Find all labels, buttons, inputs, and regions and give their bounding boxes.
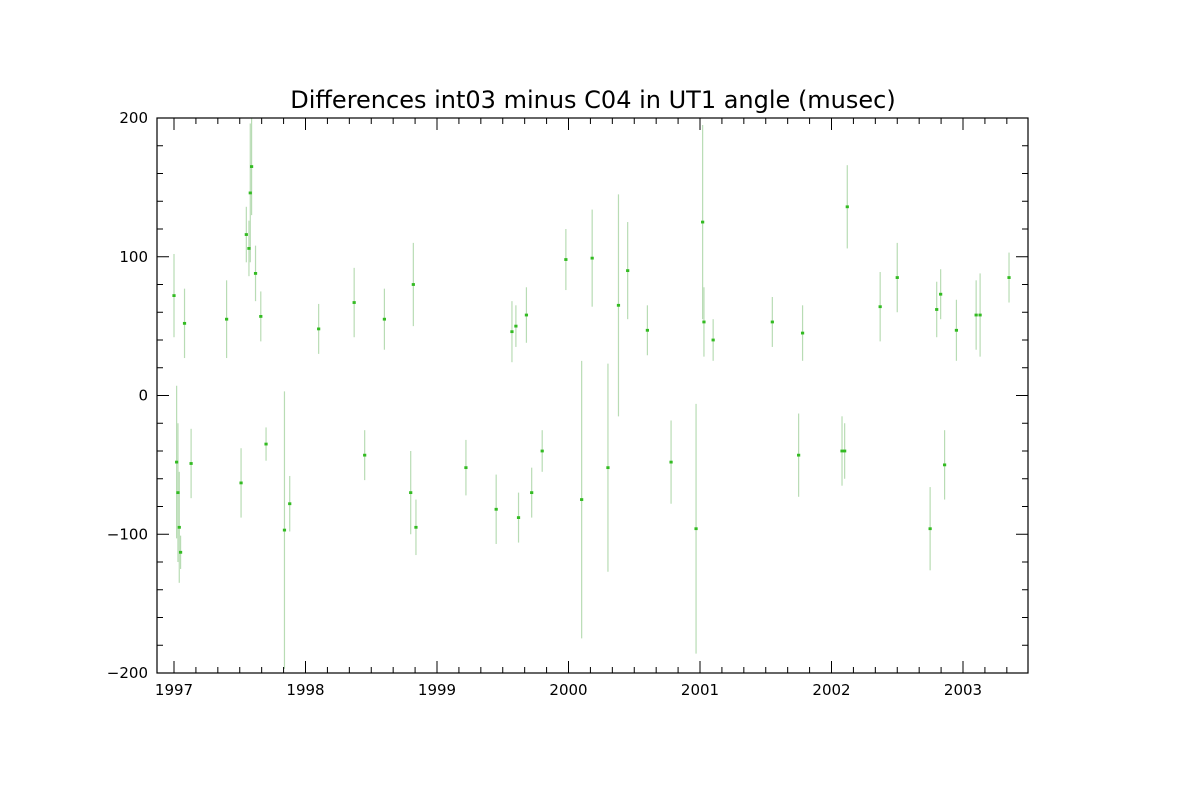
data-point xyxy=(225,317,229,321)
y-tick-labels: −200 −100 0 100 200 xyxy=(107,109,148,682)
data-point xyxy=(840,449,844,453)
data-point xyxy=(942,463,947,467)
data-point xyxy=(939,292,943,296)
data-point xyxy=(928,527,932,531)
data-point xyxy=(176,491,180,495)
x-tick-label: 2003 xyxy=(944,681,982,699)
data-point xyxy=(843,449,847,453)
x-tick-label: 2002 xyxy=(812,681,850,699)
x-tick-label: 1999 xyxy=(418,681,456,699)
data-point xyxy=(178,550,183,554)
data-point xyxy=(845,205,849,209)
data-point xyxy=(409,491,413,495)
data-point xyxy=(172,294,176,297)
plot-frame xyxy=(156,117,1029,674)
data-point xyxy=(514,324,518,328)
chart-title: Differences int03 minus C04 in UT1 angle… xyxy=(290,86,895,114)
x-tick-label: 1998 xyxy=(286,681,324,699)
data-point xyxy=(694,527,698,531)
data-point xyxy=(580,498,584,501)
data-point xyxy=(189,462,193,465)
data-point xyxy=(411,283,415,286)
data-point xyxy=(259,315,263,318)
x-tick-label: 1997 xyxy=(155,681,193,699)
data-point xyxy=(590,256,594,260)
y-tick-label: 0 xyxy=(138,387,148,405)
data-point xyxy=(175,460,179,464)
x-tick-labels: 1997 1998 1999 2000 2001 2002 2003 xyxy=(155,681,982,699)
data-point xyxy=(414,525,418,529)
data-point xyxy=(247,247,251,250)
data-point xyxy=(800,331,805,335)
data-point xyxy=(516,516,521,519)
data-point xyxy=(645,328,649,332)
data-point xyxy=(464,466,468,470)
data-point xyxy=(978,313,982,317)
data-point xyxy=(954,328,959,332)
data-point xyxy=(702,320,706,324)
data-point xyxy=(935,308,939,311)
data-point xyxy=(1007,276,1011,279)
data-point xyxy=(249,165,254,168)
y-tick-label: −200 xyxy=(107,664,148,682)
data-point xyxy=(626,269,630,273)
data-point xyxy=(711,338,715,342)
data-point xyxy=(669,460,673,464)
y-tick-label: 100 xyxy=(119,248,148,266)
data-point xyxy=(524,313,529,317)
data-point xyxy=(895,276,899,279)
data-point xyxy=(352,301,356,304)
data-point xyxy=(182,321,187,325)
x-tick-label: 2000 xyxy=(549,681,587,699)
axis-ticks xyxy=(157,117,1028,674)
data-point xyxy=(264,442,268,446)
y-tick-label: 200 xyxy=(119,109,148,127)
data-point xyxy=(239,481,243,485)
data-point xyxy=(288,502,292,506)
error-bars xyxy=(173,118,1010,669)
data-point xyxy=(974,313,978,317)
data-point xyxy=(797,453,801,457)
data-point xyxy=(382,317,386,321)
data-point xyxy=(177,525,181,529)
data-point xyxy=(530,491,534,495)
x-tick-label: 2001 xyxy=(681,681,719,699)
data-point xyxy=(564,258,568,261)
data-point xyxy=(878,305,882,309)
data-point xyxy=(244,233,248,236)
data-point xyxy=(701,220,705,224)
data-point xyxy=(770,320,774,324)
data-point xyxy=(248,191,252,195)
data-point xyxy=(363,453,367,457)
data-point xyxy=(540,449,544,453)
data-point xyxy=(606,466,610,470)
data-points xyxy=(172,165,1011,554)
y-tick-label: −100 xyxy=(107,525,148,543)
data-point xyxy=(317,327,321,331)
data-point xyxy=(616,303,621,307)
data-point xyxy=(494,507,498,511)
data-point xyxy=(282,528,287,532)
data-point xyxy=(253,272,258,275)
data-point xyxy=(510,330,514,334)
